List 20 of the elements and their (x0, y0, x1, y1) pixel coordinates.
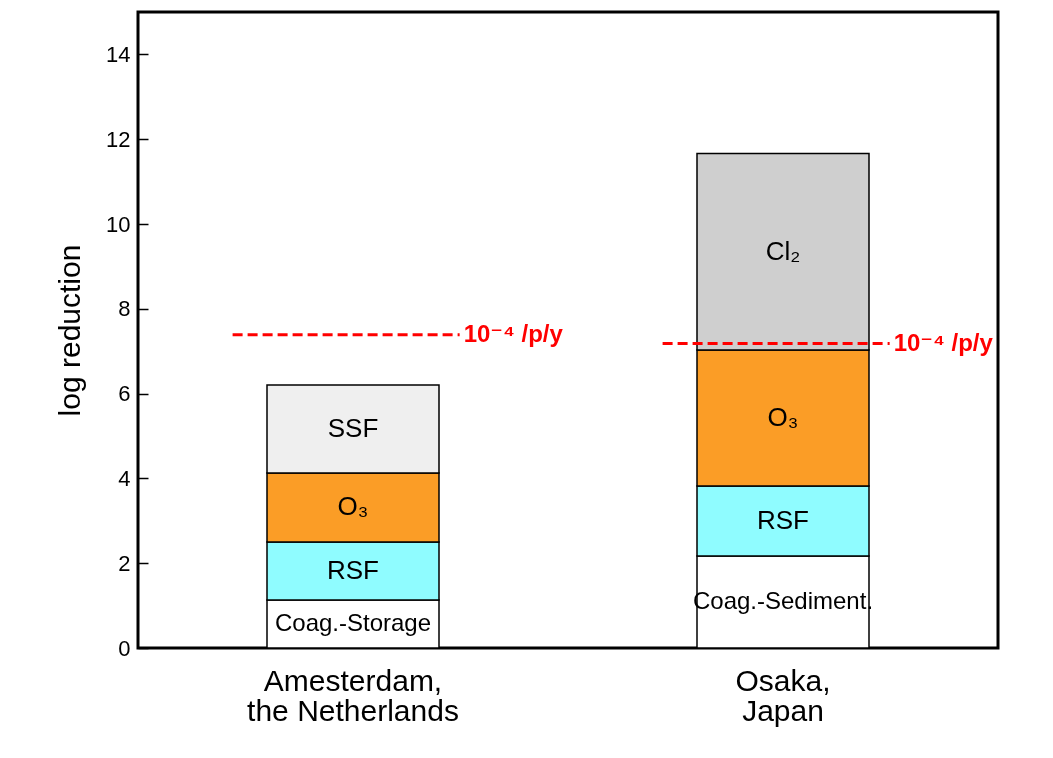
y-tick-label: 0 (118, 635, 131, 661)
y-tick-label: 12 (106, 126, 131, 152)
series-label: Cl₂ (765, 235, 801, 266)
y-axis-title: log reduction (53, 244, 87, 417)
ref-line-label: 10⁻⁴ /p/y (463, 319, 564, 347)
ref-line-label: 10⁻⁴ /p/y (893, 328, 994, 356)
x-tick-label: Osaka, Japan (735, 663, 831, 727)
y-tick-label: 10 (106, 211, 131, 237)
y-tick-label: 2 (118, 550, 131, 576)
y-tick-label: 8 (118, 296, 131, 322)
y-tick-label: 4 (118, 465, 131, 491)
series-label: SSF (327, 413, 379, 443)
series-label: O₃ (337, 491, 369, 522)
y-tick-label: 6 (118, 381, 131, 407)
text: RSF (757, 505, 809, 536)
x-tick-label: Amesterdam, the Netherlands (247, 663, 459, 727)
y-tick-label: 14 (106, 41, 131, 67)
series-label: RSF (327, 555, 379, 586)
text: O₃ (767, 401, 799, 432)
annotation: Coag.-Storage (274, 609, 432, 637)
